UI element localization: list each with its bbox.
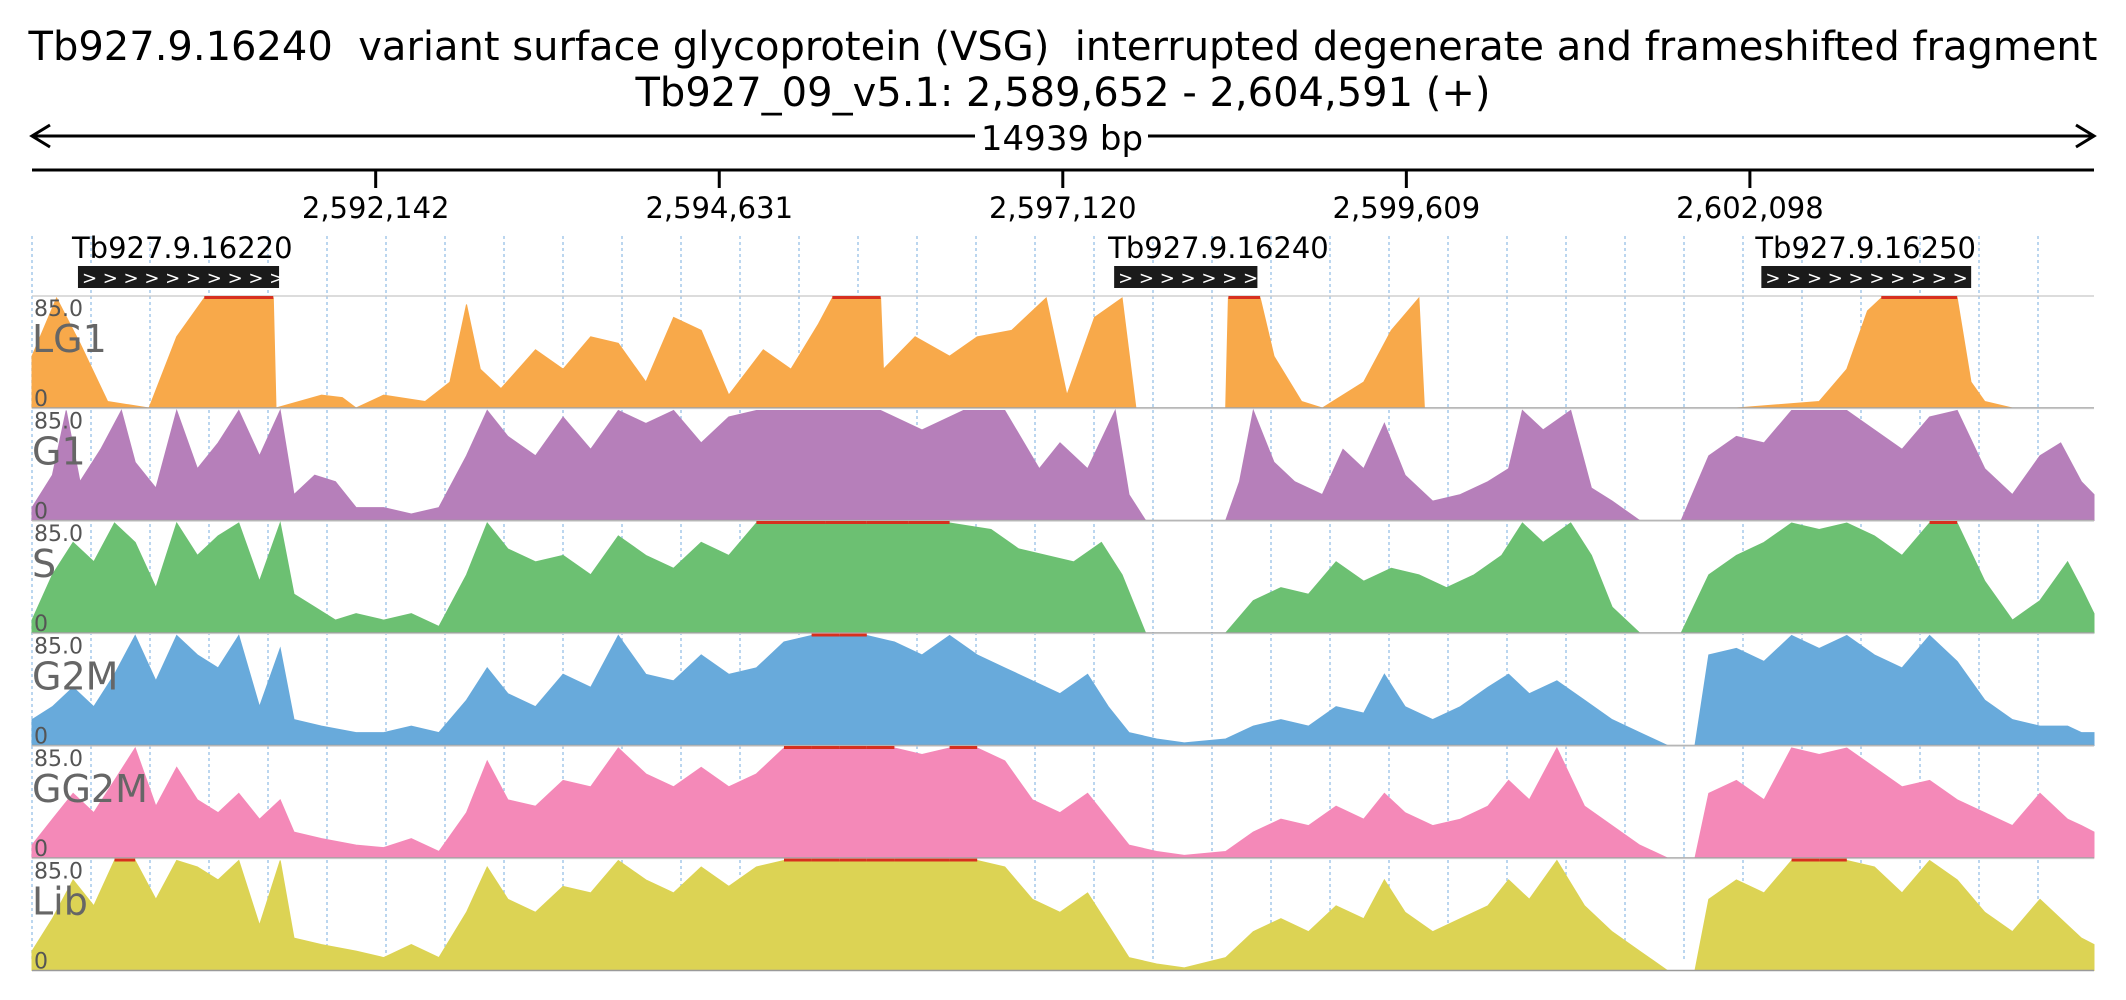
track-ymin-label: 0 [34,500,48,525]
gene-feature-bar[interactable] [77,266,280,288]
clip-marker [832,296,881,299]
clip-marker [839,746,867,749]
clip-marker [811,746,840,749]
track-ymin-label: 0 [34,612,48,637]
ruler: 14939 bp [29,119,2097,172]
clip-marker [1819,858,1847,862]
span-arrow-left-head [29,123,51,149]
clip-marker [811,633,840,637]
clip-marker [908,521,950,524]
clip-marker [894,858,922,862]
clip-marker [811,858,840,862]
gene-label: Tb927.9.16220 [71,231,293,265]
ruler-tick-label: 2,594,631 [645,191,793,225]
track-name-label: G1 [32,430,86,474]
clip-marker [1791,858,1820,862]
track-ymin-label: 0 [34,387,48,412]
clip-marker [784,521,826,524]
ruler-tick-label: 2,602,098 [1676,191,1824,225]
clip-marker [949,746,978,749]
ruler-tick-label: 2,599,609 [1333,191,1481,225]
track-lg1: 85.0 0 LG1 [31,295,2094,412]
gene-feature-bar[interactable] [1114,266,1258,288]
track-gg2m: 85.0 0 GG2M [31,745,2095,862]
clip-marker [756,521,784,524]
track-g1: 85.0 0 G1 [31,407,2095,525]
coverage-area [31,408,2095,521]
feature-title: Tb927.9.16240 variant surface glycoprote… [28,24,2098,70]
gene-features: Tb927.9.16220 > > > > > > > > > > > > > Tb… [71,231,2051,289]
clip-marker [866,521,909,524]
track-name-label: S [32,542,56,586]
gene-label: Tb927.9.16240 [1107,231,1329,265]
clip-marker [949,858,978,862]
track-ymax-label: 85.0 [34,410,83,435]
gene-label: Tb927.9.16250 [1754,231,1976,265]
clip-marker [1228,296,1261,299]
coverage-area [31,859,2095,971]
span-label: 14939 bp [981,119,1143,159]
clip-marker [839,858,867,862]
track-ymax-label: 85.0 [34,297,83,322]
track-name-label: Lib [32,880,88,924]
track-name-label: LG1 [32,317,107,361]
track-lib: 85.0 0 Lib [31,857,2095,975]
track-ymax-label: 85.0 [34,635,83,660]
track-g2m: 85.0 0 G2M [31,632,2095,750]
clip-marker [922,858,950,862]
clip-marker [866,746,895,749]
track-ymax-label: 85.0 [34,747,83,772]
strand-arrows: > > > > > > > > > > > > > > [1765,268,2051,289]
span-arrow-right-head [2075,123,2097,149]
clip-marker [825,521,867,524]
clip-marker [1929,521,1958,524]
coverage-area [31,296,2094,409]
track-ymax-label: 85.0 [34,522,83,547]
clip-marker [1881,296,1958,299]
ruler-tick-label: 2,592,142 [302,191,450,225]
ruler-tick-label: 2,597,120 [989,191,1137,225]
strand-arrows: > > > > > > > > > > > > > [82,268,347,289]
coverage-area [31,634,2095,746]
clip-marker [784,858,812,862]
clip-marker [839,633,867,637]
track-ymin-label: 0 [34,725,48,750]
gene-feature-bar[interactable] [1761,266,1972,288]
coverage-area [31,746,2095,859]
ruler-ticks: 2,592,142 2,594,631 2,597,120 2,599,609 2,60… [302,170,1824,225]
coverage-tracks: 85.00LG185.00G185.00S85.00G2M85.00GG2M85… [31,295,2095,975]
clip-marker [204,296,274,299]
coverage-area [31,521,2095,634]
track-name-label: GG2M [32,767,148,811]
track-ymin-label: 0 [34,837,48,862]
clip-marker [784,746,812,749]
track-name-label: G2M [32,655,118,699]
track-s: 85.0 0 S [31,520,2095,637]
track-ymax-label: 85.0 [34,860,83,885]
clip-marker [866,858,895,862]
location-title: Tb927_09_v5.1: 2,589,652 - 2,604,591 (+) [635,70,1491,116]
strand-arrows: > > > > > > > > > [1118,268,1300,289]
clip-marker [114,858,136,862]
track-ymin-label: 0 [34,950,48,975]
